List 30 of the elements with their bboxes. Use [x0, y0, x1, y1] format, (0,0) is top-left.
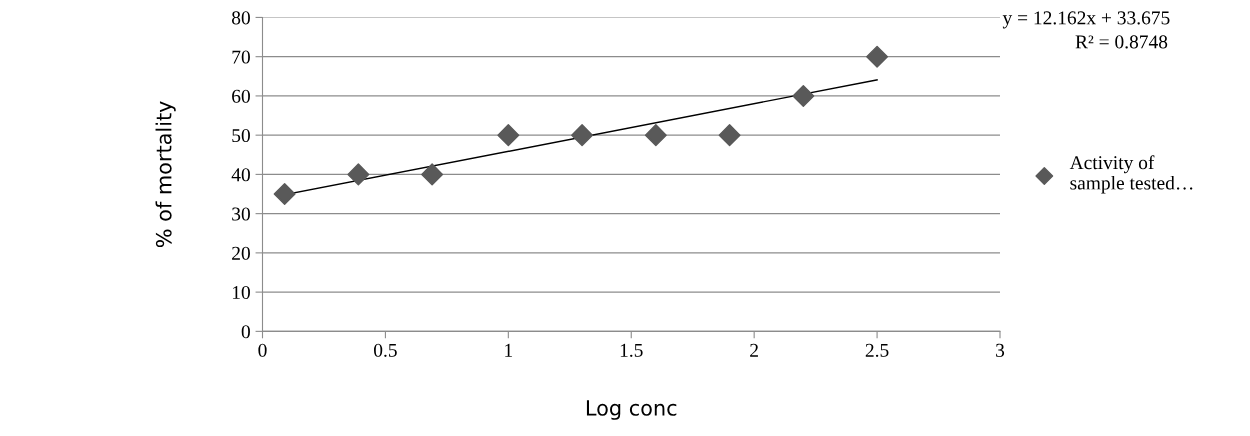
y-tick-label: 10: [232, 285, 250, 300]
x-tick-label: 3: [996, 343, 1005, 357]
y-tick-label: 30: [232, 207, 250, 221]
point: [497, 124, 520, 147]
point: [644, 124, 667, 147]
x-tick-label: 2.5: [865, 343, 889, 357]
y-tick-label: 50: [232, 128, 250, 143]
x-tick-label: 2: [750, 343, 758, 357]
point: [718, 124, 741, 147]
y-tick-label: 60: [232, 89, 250, 103]
text: y = 12.162x + 33.675: [1002, 11, 1170, 29]
y-axis-title: % of mortality: [155, 101, 176, 248]
x-axis-title: Log conc: [586, 400, 677, 420]
point: [421, 163, 444, 186]
y-tick-label: 0: [241, 325, 250, 339]
point: [571, 124, 594, 147]
x-tick-label: 0.5: [374, 343, 397, 357]
legend-label: Activity of sample tested…: [1069, 155, 1193, 194]
y-tick-label: 40: [231, 168, 250, 182]
point: [792, 84, 815, 107]
point: [273, 183, 296, 206]
y-tick-label: 20: [232, 246, 250, 260]
y-tick-label: 70: [232, 50, 250, 64]
point: [347, 163, 370, 186]
x-tick-label: 0: [258, 343, 267, 357]
x-tick-label: 1.5: [620, 343, 643, 357]
y-tick-label: 80: [231, 11, 250, 25]
text: R² = 0.8748: [1075, 35, 1168, 49]
point: [866, 45, 889, 68]
x-tick-label: 1: [505, 343, 513, 357]
